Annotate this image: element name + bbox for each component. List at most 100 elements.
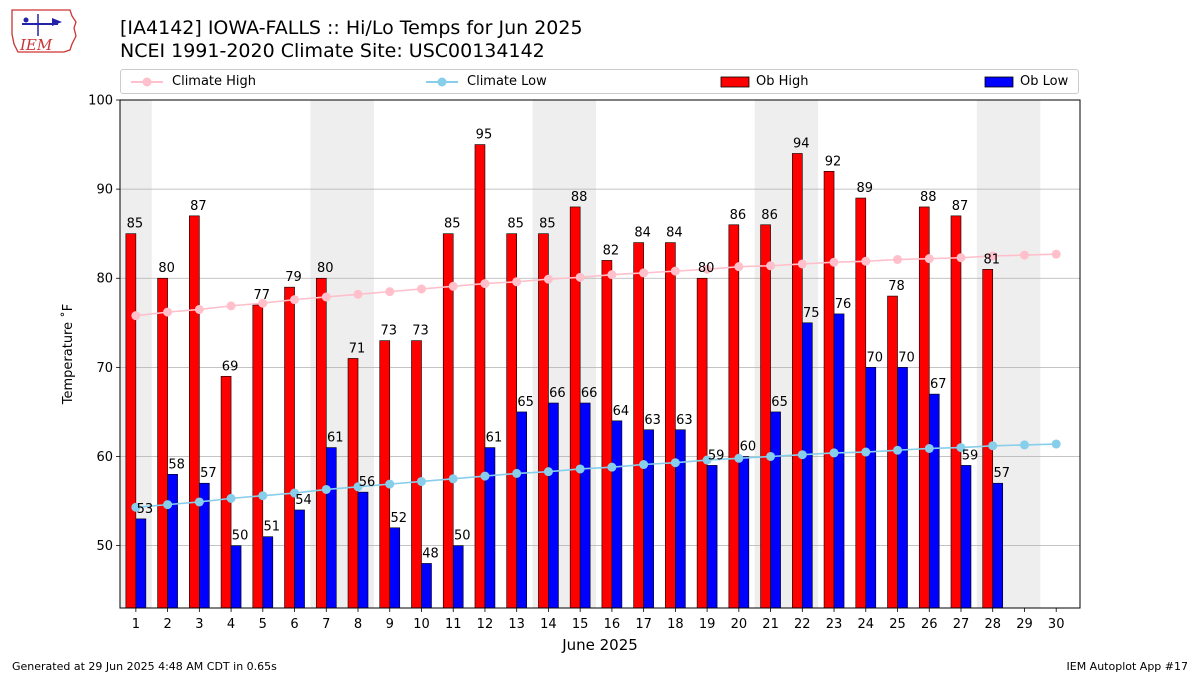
- data-label-ob-low: 50: [232, 529, 249, 544]
- bar-ob-low: [357, 491, 369, 609]
- climate-low-point: [861, 447, 871, 457]
- iem-logo: IEM: [11, 9, 77, 54]
- data-label-ob-high: 73: [380, 324, 397, 339]
- climate-high-point: [194, 304, 204, 314]
- bar-ob-low: [325, 447, 337, 609]
- x-tick-label: 21: [762, 617, 779, 632]
- data-label-ob-high: 85: [539, 217, 556, 232]
- climate-high-point: [258, 298, 268, 308]
- climate-low-point: [194, 497, 204, 507]
- bar-ob-high: [792, 153, 803, 609]
- climate-high-point: [1019, 250, 1029, 260]
- bar-ob-low: [389, 527, 401, 609]
- data-label-ob-high: 95: [476, 128, 493, 143]
- bar-ob-high: [569, 206, 581, 609]
- legend-label-climate-high: Climate High: [172, 74, 257, 89]
- climate-low-point: [575, 464, 585, 474]
- bar-ob-low: [992, 482, 1004, 609]
- climate-low-point: [893, 445, 903, 455]
- climate-high-point: [226, 301, 236, 311]
- data-label-ob-high: 80: [158, 261, 175, 276]
- x-tick-label: 29: [1016, 617, 1033, 632]
- bar-ob-high: [982, 269, 994, 609]
- data-label-ob-low: 60: [740, 439, 757, 454]
- bar-ob-low: [706, 465, 718, 609]
- bar-ob-high: [633, 242, 644, 609]
- x-tick-label: 19: [699, 617, 716, 632]
- x-axis-label: June 2025: [561, 636, 638, 654]
- y-tick-label: 50: [96, 539, 113, 554]
- climate-high-point: [734, 262, 744, 272]
- bar-ob-low: [738, 456, 750, 609]
- climate-high-point: [163, 307, 173, 317]
- x-tick-label: 5: [259, 617, 267, 632]
- climate-low-point: [829, 448, 839, 458]
- climate-high-point: [924, 254, 934, 264]
- climate-high-point: [797, 259, 807, 269]
- climate-low-point: [670, 458, 680, 468]
- x-tick-label: 20: [731, 617, 748, 632]
- bar-ob-low: [770, 411, 781, 609]
- bar-ob-high: [950, 215, 962, 609]
- climate-high-point: [766, 261, 776, 271]
- bar-ob-low: [865, 367, 877, 609]
- x-tick-label: 26: [921, 617, 938, 632]
- climate-high-point: [385, 287, 395, 297]
- data-label-ob-high: 94: [793, 136, 810, 151]
- climate-high-line: [135, 253, 1057, 317]
- bar-ob-low: [421, 563, 432, 609]
- climate-low-point: [416, 476, 426, 486]
- climate-low-point: [1051, 439, 1061, 449]
- climate-high-point: [290, 295, 300, 305]
- climate-high-point: [1051, 249, 1061, 259]
- bar-ob-high: [728, 224, 740, 609]
- climate-low-point: [988, 441, 998, 451]
- data-label-ob-low: 53: [137, 502, 154, 517]
- x-tick-label: 16: [604, 617, 621, 632]
- bar-ob-low: [516, 411, 527, 609]
- bar-ob-low: [960, 465, 972, 609]
- bar-ob-low: [643, 429, 654, 609]
- bar-ob-high: [379, 340, 391, 609]
- data-label-ob-low: 63: [676, 413, 693, 428]
- bar-ob-low: [675, 429, 686, 609]
- climate-low-point: [512, 468, 522, 478]
- y-tick-label: 80: [96, 272, 113, 287]
- climate-low-point: [258, 491, 268, 501]
- bar-ob-high: [189, 215, 200, 609]
- data-label-ob-low: 57: [993, 466, 1010, 481]
- climate-high-point: [956, 253, 966, 263]
- bar-ob-low: [833, 313, 845, 609]
- plot-frame: [119, 99, 1081, 609]
- bar-ob-low: [611, 420, 623, 609]
- climate-high-point: [353, 289, 363, 299]
- climate-high-point: [575, 272, 585, 282]
- climate-high-point: [988, 251, 998, 261]
- data-label-ob-low: 58: [168, 457, 185, 472]
- bar-ob-high: [918, 206, 930, 609]
- data-label-ob-high: 86: [761, 208, 778, 223]
- bar-ob-low: [548, 402, 559, 609]
- bar-ob-low: [452, 545, 464, 609]
- y-tick-label: 70: [96, 361, 113, 376]
- data-label-ob-low: 59: [962, 448, 979, 463]
- data-label-ob-high: 87: [190, 199, 207, 214]
- climate-high-point: [512, 277, 522, 287]
- x-tick-label: 22: [794, 617, 811, 632]
- bar-ob-high: [315, 277, 327, 609]
- legend-label-ob-high: Ob High: [756, 74, 809, 89]
- x-tick-label: 11: [445, 617, 462, 632]
- data-label-ob-high: 89: [857, 181, 874, 196]
- climate-high-point: [448, 281, 458, 291]
- data-label-ob-low: 66: [549, 386, 566, 401]
- bar-ob-low: [135, 518, 147, 609]
- data-label-ob-low: 54: [295, 493, 312, 508]
- x-tick-label: 10: [413, 617, 430, 632]
- data-label-ob-high: 85: [444, 217, 461, 232]
- climate-low-point: [766, 451, 776, 461]
- bar-ob-high: [823, 170, 835, 609]
- x-tick-label: 1: [132, 617, 140, 632]
- data-label-ob-low: 70: [898, 350, 915, 365]
- climate-low-point: [924, 443, 934, 453]
- bar-ob-high: [474, 144, 486, 609]
